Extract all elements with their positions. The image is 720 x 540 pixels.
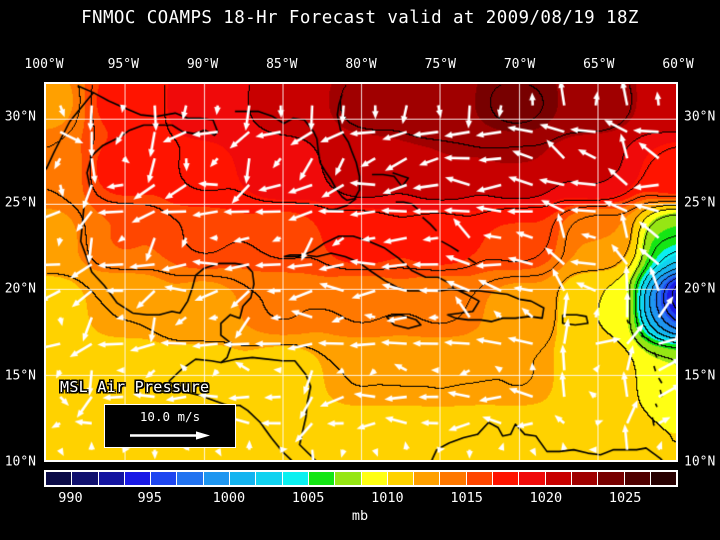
colorbar-swatch[interactable] <box>440 472 467 485</box>
lat-tick-label: 30°N <box>4 109 36 125</box>
longitude-axis: 100°W 95°W 90°W 85°W 80°W 75°W 70°W 65°W 60°W <box>0 57 720 75</box>
colorbar-tick-label: 1025 <box>608 490 642 506</box>
colorbar-swatch[interactable] <box>230 472 257 485</box>
lon-tick-label: 60°W <box>662 57 694 72</box>
colorbar[interactable] <box>44 470 678 487</box>
colorbar-swatch[interactable] <box>493 472 520 485</box>
colorbar-tick-label: 990 <box>58 490 83 506</box>
lat-tick-label: 15°N <box>4 368 36 384</box>
colorbar-swatch[interactable] <box>361 472 388 485</box>
colorbar-tick-label: 1020 <box>529 490 563 506</box>
colorbar-swatch[interactable] <box>545 472 572 485</box>
lon-tick-label: 95°W <box>107 57 139 72</box>
colorbar-tick-label: 1010 <box>371 490 404 506</box>
colorbar-swatch[interactable] <box>151 472 178 485</box>
map-plot-area[interactable]: MSL Air Pressure 10.0 m/s <box>44 82 678 462</box>
colorbar-swatch[interactable] <box>519 472 546 485</box>
wind-vector-key-label: 10.0 m/s <box>139 409 201 425</box>
page-title: FNMOC COAMPS 18-Hr Forecast valid at 200… <box>81 8 639 28</box>
colorbar-swatch[interactable] <box>624 472 651 485</box>
lon-tick-label: 90°W <box>186 57 219 72</box>
colorbar-swatch[interactable] <box>598 472 625 485</box>
colorbar-swatch[interactable] <box>282 472 309 485</box>
colorbar-swatch[interactable] <box>124 472 152 485</box>
pressure-field-canvas <box>46 84 676 460</box>
lat-tick-label: 20°N <box>684 281 716 297</box>
colorbar-swatch[interactable] <box>308 472 336 485</box>
colorbar-tick-labels: 990 995 1000 1005 1010 1015 1020 1025 <box>0 490 720 508</box>
wind-arrow-icon <box>130 431 210 440</box>
colorbar-swatch[interactable] <box>203 472 231 485</box>
lat-tick-label: 15°N <box>684 368 716 384</box>
colorbar-swatch[interactable] <box>650 472 677 485</box>
colorbar-swatch[interactable] <box>335 472 362 485</box>
lat-tick-label: 20°N <box>4 281 36 297</box>
lon-tick-label: 65°W <box>583 57 615 72</box>
lon-tick-label: 80°W <box>345 57 377 72</box>
wind-vector-key: 10.0 m/s <box>104 404 236 448</box>
colorbar-swatch[interactable] <box>414 472 441 485</box>
lon-tick-label: 70°W <box>503 57 536 72</box>
lat-tick-label: 10°N <box>684 454 716 470</box>
lat-tick-label: 25°N <box>4 195 36 211</box>
colorbar-tick-label: 1000 <box>212 490 246 506</box>
colorbar-tick-label: 995 <box>137 490 162 506</box>
colorbar-swatch[interactable] <box>46 472 73 485</box>
colorbar-tick-label: 1015 <box>450 490 483 506</box>
colorbar-swatch[interactable] <box>571 472 599 485</box>
lat-tick-label: 25°N <box>684 195 716 211</box>
lon-tick-label: 85°W <box>266 57 298 72</box>
field-label: MSL Air Pressure <box>60 378 210 396</box>
lon-tick-label: 100°W <box>24 57 64 72</box>
colorbar-unit-label: mb <box>351 508 369 524</box>
colorbar-swatch[interactable] <box>466 472 494 485</box>
colorbar-tick-label: 1005 <box>291 490 325 506</box>
colorbar-swatch[interactable] <box>387 472 415 485</box>
colorbar-swatch[interactable] <box>177 472 204 485</box>
lat-tick-label: 30°N <box>684 109 716 125</box>
lat-tick-label: 10°N <box>4 454 36 470</box>
lon-tick-label: 75°W <box>424 57 456 72</box>
colorbar-swatch[interactable] <box>72 472 99 485</box>
colorbar-swatch[interactable] <box>256 472 283 485</box>
colorbar-swatch[interactable] <box>98 472 125 485</box>
